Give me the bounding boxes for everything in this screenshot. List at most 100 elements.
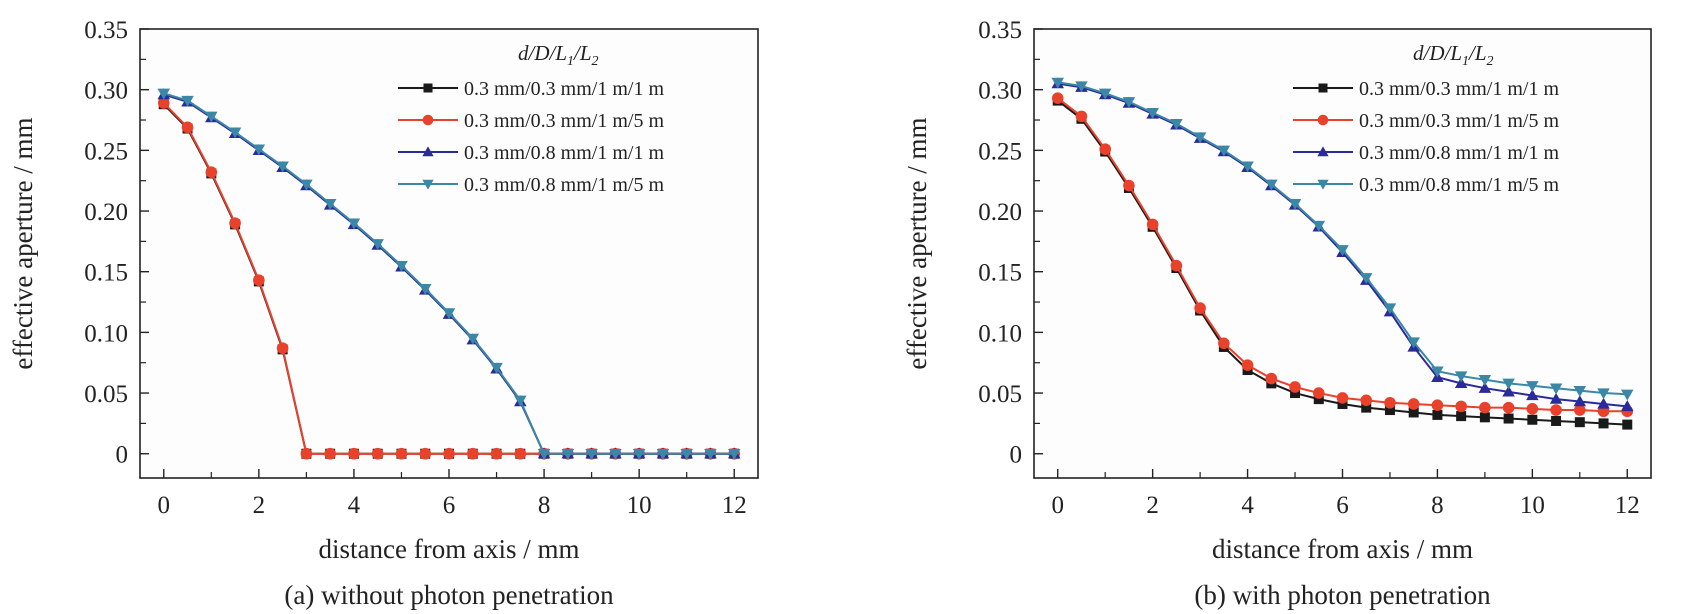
data-point	[1313, 394, 1324, 405]
data-point	[1573, 395, 1587, 407]
y-tick-label: 0.35	[84, 17, 128, 44]
legend-marker-triangle-up	[1317, 146, 1329, 157]
x-tick-label: 6	[443, 492, 456, 519]
data-point	[1099, 143, 1111, 155]
data-point	[323, 199, 337, 210]
data-point	[1502, 385, 1515, 397]
data-point	[1598, 418, 1609, 429]
data-point	[419, 447, 432, 460]
data-point	[1383, 303, 1397, 315]
y-tick-label: 0.25	[84, 138, 128, 165]
data-point	[205, 111, 218, 123]
data-point	[727, 449, 741, 460]
data-point	[1550, 404, 1562, 416]
legend-item: 0.3 mm/0.3 mm/1 m/1 m	[1293, 78, 1559, 100]
data-point	[490, 362, 503, 374]
data-point	[514, 395, 527, 407]
data-point	[680, 449, 693, 460]
legend-marker-triangle-down	[422, 179, 434, 190]
data-point	[1622, 419, 1633, 430]
data-point	[1241, 161, 1254, 173]
data-point	[228, 127, 242, 139]
data-point	[1170, 259, 1183, 272]
y-tick-label: 0.10	[84, 320, 128, 347]
legend-item: 0.3 mm/0.3 mm/1 m/1 m	[398, 78, 664, 100]
data-point	[1384, 396, 1396, 409]
data-point	[1146, 218, 1159, 231]
data-point	[1502, 378, 1515, 390]
data-point	[1526, 403, 1539, 415]
legend-item: 0.3 mm/0.3 mm/1 m/5 m	[398, 110, 664, 132]
data-point	[1361, 402, 1372, 413]
data-point	[1217, 145, 1231, 157]
legend-marker-triangle-up	[422, 146, 434, 157]
x-tick-label: 8	[1431, 492, 1444, 519]
data-point	[1408, 407, 1419, 418]
data-point	[1479, 412, 1490, 423]
data-point	[395, 260, 408, 272]
x-tick-label: 8	[538, 492, 551, 519]
y-tick-label: 0.10	[978, 320, 1022, 347]
data-point	[181, 95, 194, 107]
data-point	[276, 161, 289, 173]
data-point	[1359, 273, 1373, 285]
legend-item: 0.3 mm/0.8 mm/1 m/5 m	[398, 174, 664, 196]
x-axis-title: distance from axis / mm	[1212, 534, 1473, 564]
data-point	[466, 333, 480, 345]
data-point	[1123, 179, 1135, 192]
data-point	[585, 449, 598, 460]
legend-label: 0.3 mm/0.8 mm/1 m/1 m	[1359, 142, 1559, 164]
data-point	[1265, 179, 1278, 191]
data-point	[324, 447, 336, 460]
y-axis-title: effective aperture / mm	[902, 117, 932, 369]
series-circle	[1051, 92, 1634, 418]
data-point	[443, 447, 455, 460]
data-point	[252, 144, 266, 156]
data-point	[1289, 381, 1301, 393]
y-tick-label: 0.15	[84, 260, 128, 287]
x-tick-label: 4	[348, 492, 361, 519]
legend-label: 0.3 mm/0.3 mm/1 m/1 m	[464, 78, 664, 100]
series-triangle-down	[1051, 77, 1634, 401]
data-point	[1432, 409, 1443, 420]
data-point	[537, 449, 551, 460]
data-point	[1241, 359, 1254, 371]
x-tick-label: 12	[1615, 492, 1640, 519]
y-tick-label: 0.05	[84, 381, 128, 408]
data-point	[1454, 371, 1468, 383]
data-point	[300, 179, 313, 191]
data-point	[1573, 385, 1587, 397]
plot-frame	[139, 28, 759, 479]
data-point	[300, 447, 313, 460]
data-point	[418, 284, 432, 295]
data-point	[1526, 389, 1539, 401]
legend-title: d/D/L1/L2	[1413, 41, 1494, 69]
data-point	[1288, 199, 1302, 210]
legend-label: 0.3 mm/0.8 mm/1 m/5 m	[464, 174, 664, 196]
legend: d/D/L1/L2 0.3 mm/0.3 mm/1 m/1 m 0.3 mm/0.3…	[398, 41, 664, 196]
data-point	[1479, 401, 1491, 414]
data-point	[1312, 220, 1326, 232]
data-point	[371, 239, 384, 251]
series-triangle-down	[157, 88, 741, 460]
data-point	[466, 447, 479, 460]
data-point	[1502, 401, 1515, 414]
legend-label: 0.3 mm/0.3 mm/1 m/5 m	[464, 110, 664, 132]
data-point	[1621, 389, 1634, 401]
legend-title: d/D/L1/L2	[518, 41, 599, 69]
data-point	[348, 447, 360, 460]
y-tick-label: 0.30	[84, 78, 128, 105]
data-point	[181, 121, 194, 134]
data-point	[490, 447, 503, 460]
data-point	[1549, 383, 1563, 395]
data-point	[157, 97, 170, 109]
data-point	[1549, 392, 1563, 404]
data-point	[656, 449, 670, 460]
data-point	[1265, 372, 1278, 385]
x-tick-label: 2	[253, 492, 266, 519]
legend-marker-circle	[1317, 114, 1329, 126]
x-tick-label: 10	[627, 492, 652, 519]
x-axis-title: distance from axis / mm	[319, 534, 580, 564]
data-point	[1503, 413, 1514, 424]
legend-marker-square	[423, 83, 433, 93]
